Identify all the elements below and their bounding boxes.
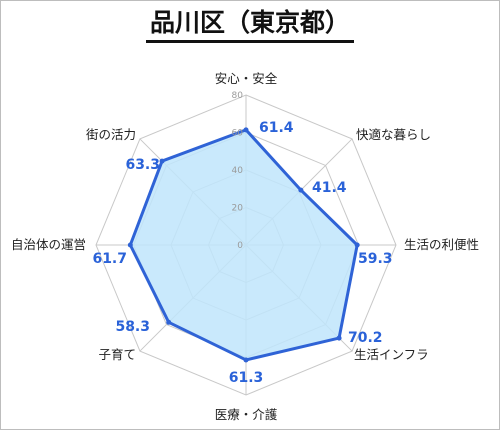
axis-label: 安心・安全	[215, 71, 278, 86]
value-label: 63.3	[125, 157, 160, 173]
value-label: 59.3	[358, 251, 393, 267]
value-label: 41.4	[312, 180, 347, 196]
axis-label: 快適な暮らし	[356, 127, 431, 142]
value-label: 61.4	[259, 120, 294, 136]
data-point	[159, 158, 165, 164]
axis-label: 生活の利便性	[404, 237, 479, 252]
axis-label: 自治体の運営	[11, 237, 86, 252]
tick-label: 60	[232, 129, 244, 139]
title-container: 品川区（東京都）	[0, 8, 500, 43]
data-point	[127, 242, 133, 248]
data-point	[298, 187, 304, 193]
value-label: 70.2	[348, 330, 383, 346]
tick-label: 40	[232, 166, 244, 176]
data-point	[354, 242, 360, 248]
chart-title: 品川区（東京都）	[145, 8, 354, 43]
tick-label: 0	[237, 241, 243, 251]
value-label: 61.3	[229, 370, 264, 386]
tick-label: 80	[232, 91, 244, 101]
tick-label: 20	[232, 204, 244, 214]
axis-label: 医療・介護	[215, 407, 278, 422]
value-label: 58.3	[115, 319, 150, 335]
data-point	[243, 357, 249, 363]
data-point	[243, 127, 249, 133]
data-point	[336, 335, 342, 341]
axis-label: 子育て	[98, 347, 136, 362]
data-point	[166, 319, 172, 325]
axis-label: 生活インフラ	[354, 347, 429, 362]
value-label: 61.7	[92, 251, 127, 267]
axis-label: 街の活力	[86, 127, 136, 142]
